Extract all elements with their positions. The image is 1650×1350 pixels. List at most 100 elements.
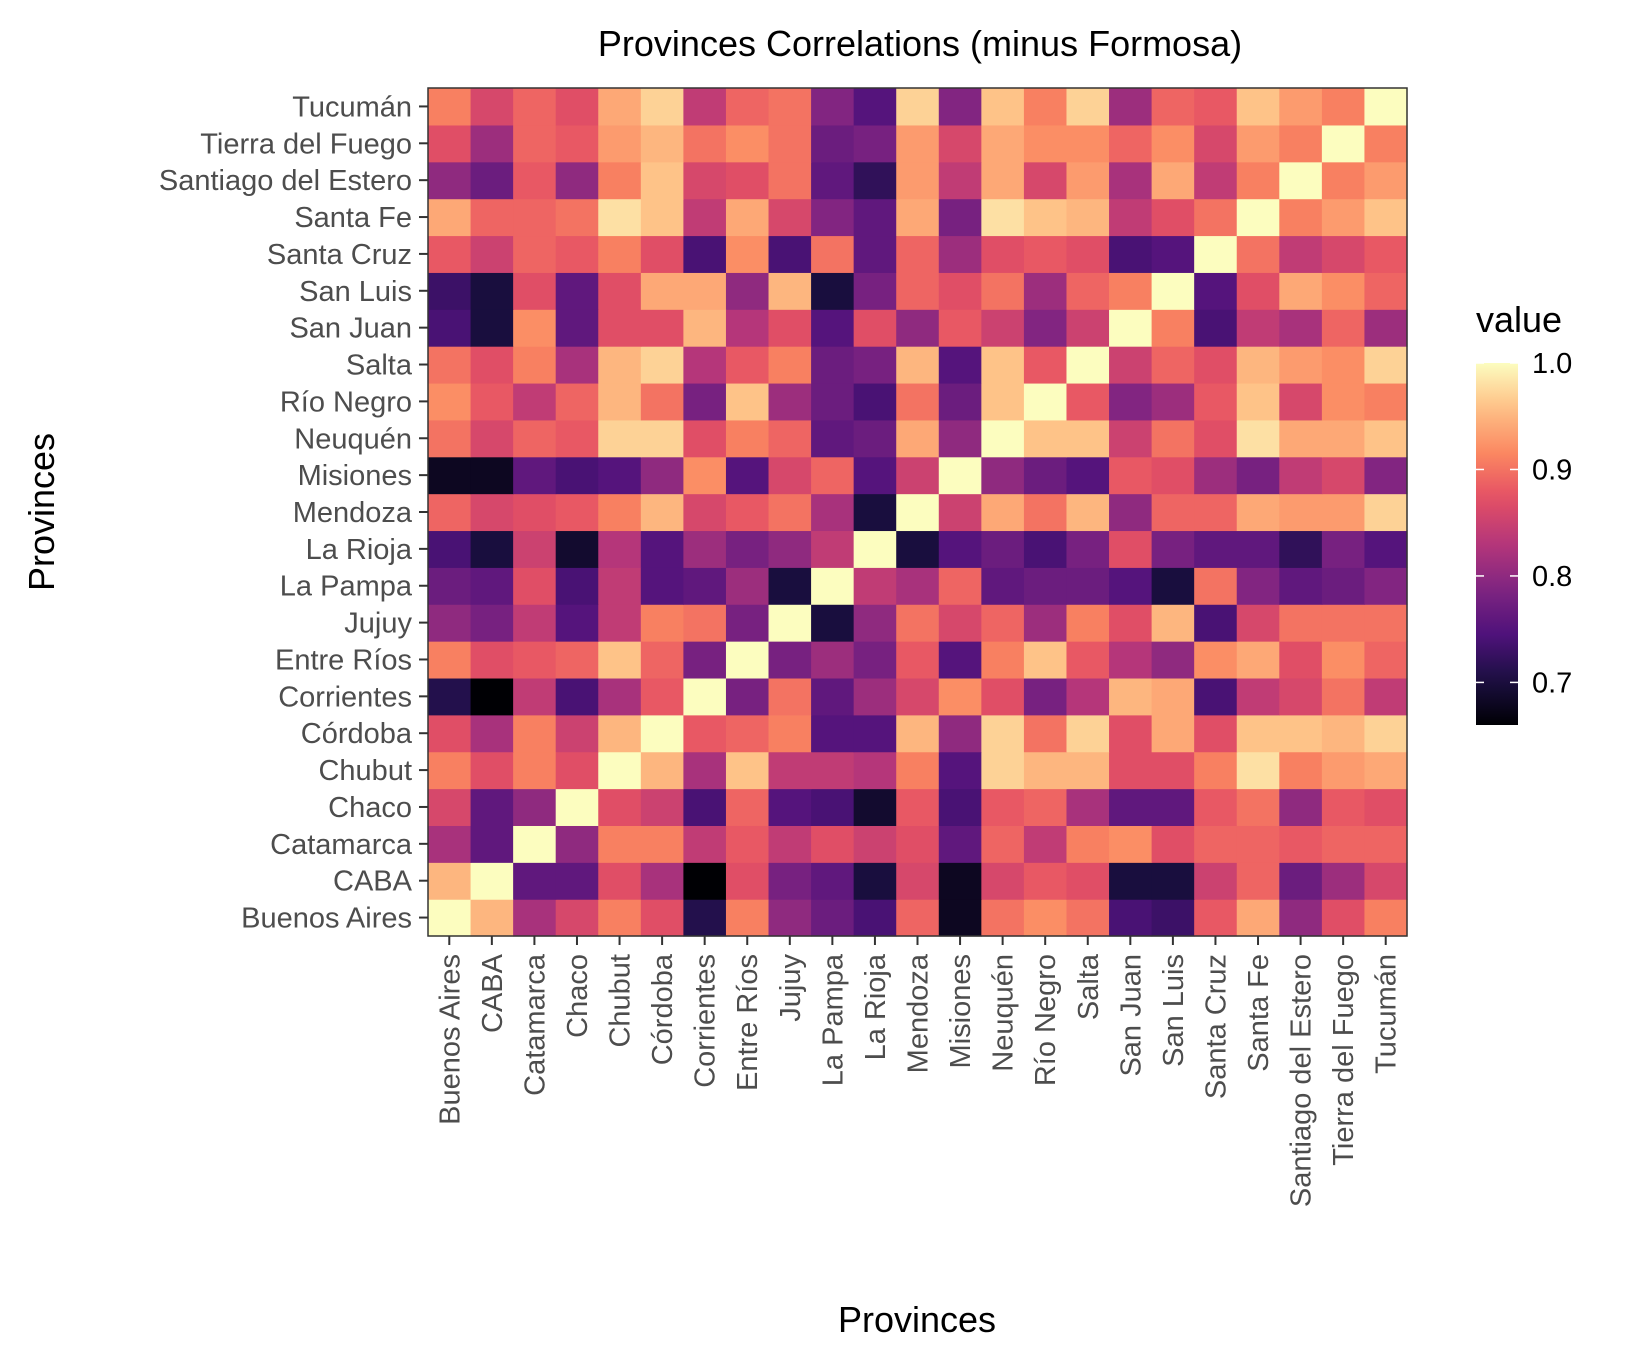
heatmap-cell [1066, 862, 1110, 900]
heatmap-cell [853, 788, 897, 826]
heatmap-cell [725, 567, 770, 605]
heatmap-cell [683, 419, 727, 458]
heatmap-cell [1066, 456, 1110, 495]
heatmap-cell [1194, 235, 1238, 273]
heatmap-cell [981, 567, 1025, 605]
heatmap-cell [811, 346, 855, 384]
heatmap-cell [896, 604, 940, 642]
heatmap-cell [1066, 272, 1110, 310]
heatmap-cell [640, 309, 684, 347]
heatmap-cell [513, 346, 557, 384]
y-tick-label: Chaco [328, 792, 412, 824]
heatmap-cell [981, 641, 1025, 679]
heatmap-cell [981, 899, 1025, 937]
heatmap-cell [938, 530, 982, 568]
heatmap-cell [896, 530, 940, 568]
heatmap-cell [683, 88, 727, 126]
heatmap-cell [853, 677, 897, 716]
heatmap-cell [428, 714, 472, 753]
heatmap-cell [1321, 309, 1366, 347]
heatmap-cell [811, 641, 855, 679]
heatmap-cell [1109, 272, 1153, 310]
heatmap-cell [1194, 198, 1238, 237]
heatmap-cell [725, 714, 770, 753]
heatmap-cell [1023, 788, 1068, 826]
x-tick-label: La Rioja [860, 953, 892, 1060]
heatmap-cell [555, 456, 599, 495]
heatmap-cell [598, 198, 642, 237]
y-tick-label: Tierra del Fuego [200, 128, 412, 160]
heatmap-cell [981, 677, 1025, 716]
heatmap-cell [1023, 161, 1068, 200]
heatmap-cell [1279, 567, 1323, 605]
heatmap-cell [428, 604, 472, 642]
heatmap-cell [428, 382, 472, 421]
heatmap-cell [811, 825, 855, 863]
heatmap-cell [555, 714, 599, 753]
heatmap-cell [853, 899, 897, 937]
heatmap-cell [513, 124, 557, 163]
heatmap-cell [938, 88, 982, 126]
heatmap-cell [1151, 419, 1195, 458]
heatmap-cell [598, 456, 642, 495]
heatmap-cell [725, 272, 770, 310]
heatmap-cell [1236, 161, 1280, 200]
heatmap-cell [470, 88, 514, 126]
heatmap-cell [598, 161, 642, 200]
heatmap-cell [1109, 677, 1153, 716]
heatmap-cell [896, 751, 940, 790]
heatmap-cell [896, 419, 940, 458]
heatmap-cell [1023, 714, 1068, 753]
heatmap-cell [725, 641, 770, 679]
heatmap-cell [981, 714, 1025, 753]
heatmap-cell [896, 567, 940, 605]
heatmap-cell [683, 899, 727, 937]
heatmap-cell [555, 641, 599, 679]
x-tick-label: CABA [477, 953, 509, 1033]
heatmap-cell [555, 124, 599, 163]
heatmap-cell [1151, 862, 1195, 900]
heatmap-cell [1066, 161, 1110, 200]
heatmap-cell [981, 161, 1025, 200]
heatmap-cell [555, 382, 599, 421]
heatmap-cell [1321, 235, 1366, 273]
y-tick-label: Entre Ríos [275, 644, 412, 676]
heatmap-cell [853, 124, 897, 163]
heatmap-cell [1066, 677, 1110, 716]
heatmap-cell [1364, 825, 1408, 863]
heatmap-cell [1109, 862, 1153, 900]
heatmap-cell [470, 751, 514, 790]
heatmap-cell [896, 309, 940, 347]
heatmap-cell [1066, 419, 1110, 458]
heatmap-cell [853, 825, 897, 863]
heatmap-cell [428, 88, 472, 126]
heatmap-cell [683, 862, 727, 900]
heatmap-cell [1279, 161, 1323, 200]
x-tick-label: Chaco [562, 954, 594, 1038]
heatmap-cell [1023, 456, 1068, 495]
heatmap-cell [768, 382, 812, 421]
heatmap-cell [1151, 235, 1195, 273]
heatmap-cell [853, 751, 897, 790]
heatmap-cell [1151, 124, 1195, 163]
heatmap-cell [1023, 382, 1068, 421]
heatmap-cell [428, 493, 472, 532]
heatmap-cell [598, 530, 642, 568]
heatmap-cell [1321, 198, 1366, 237]
heatmap-cell [470, 677, 514, 716]
heatmap-cell [981, 382, 1025, 421]
heatmap-cell [1321, 714, 1366, 753]
heatmap-cell [768, 788, 812, 826]
heatmap-cell [1194, 899, 1238, 937]
heatmap-cell [1023, 677, 1068, 716]
heatmap-cell [1109, 641, 1153, 679]
heatmap-cell [640, 530, 684, 568]
heatmap-cell [555, 530, 599, 568]
heatmap-cell [598, 714, 642, 753]
y-tick-label: La Rioja [306, 534, 413, 566]
heatmap-cell [768, 346, 812, 384]
heatmap-cell [1236, 309, 1280, 347]
heatmap-cell [1364, 641, 1408, 679]
heatmap-cell [470, 124, 514, 163]
heatmap-cell [938, 161, 982, 200]
